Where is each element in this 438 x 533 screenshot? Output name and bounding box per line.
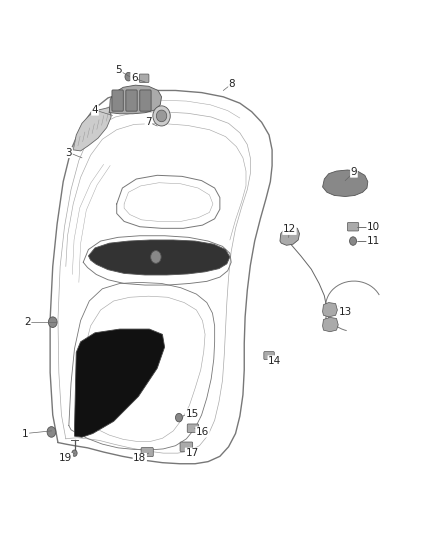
FancyBboxPatch shape	[126, 90, 137, 111]
Polygon shape	[73, 108, 111, 151]
Text: 3: 3	[66, 148, 72, 158]
Text: 5: 5	[116, 66, 122, 75]
FancyBboxPatch shape	[140, 90, 151, 111]
Text: 7: 7	[145, 117, 152, 127]
Text: 15: 15	[185, 409, 199, 419]
Circle shape	[125, 72, 132, 81]
Polygon shape	[74, 329, 165, 437]
Circle shape	[48, 317, 57, 327]
Polygon shape	[88, 240, 230, 275]
FancyBboxPatch shape	[180, 442, 193, 451]
Circle shape	[72, 450, 77, 456]
Polygon shape	[280, 227, 300, 245]
Text: 14: 14	[268, 356, 281, 366]
Text: 2: 2	[24, 317, 31, 327]
Text: 8: 8	[229, 78, 235, 88]
Ellipse shape	[156, 110, 167, 122]
Text: 9: 9	[350, 167, 357, 177]
Polygon shape	[110, 85, 162, 114]
Circle shape	[47, 426, 56, 437]
Text: 10: 10	[367, 222, 380, 232]
FancyBboxPatch shape	[264, 352, 274, 360]
Polygon shape	[322, 170, 368, 197]
FancyBboxPatch shape	[141, 448, 153, 457]
Text: 6: 6	[131, 73, 138, 83]
Text: 13: 13	[339, 306, 352, 317]
Text: 1: 1	[22, 429, 28, 439]
FancyBboxPatch shape	[187, 424, 198, 432]
Circle shape	[151, 251, 161, 263]
Text: 11: 11	[367, 236, 380, 246]
FancyBboxPatch shape	[347, 222, 359, 231]
Text: 12: 12	[283, 224, 296, 235]
Circle shape	[350, 237, 357, 245]
Text: 16: 16	[196, 427, 209, 437]
Text: 4: 4	[92, 105, 98, 115]
Text: 19: 19	[59, 454, 72, 463]
Polygon shape	[322, 303, 337, 317]
FancyBboxPatch shape	[112, 90, 123, 111]
Text: 17: 17	[185, 448, 199, 458]
FancyBboxPatch shape	[139, 74, 149, 83]
Text: 18: 18	[133, 454, 146, 463]
Polygon shape	[322, 317, 338, 332]
Ellipse shape	[153, 106, 170, 126]
Circle shape	[176, 414, 183, 422]
